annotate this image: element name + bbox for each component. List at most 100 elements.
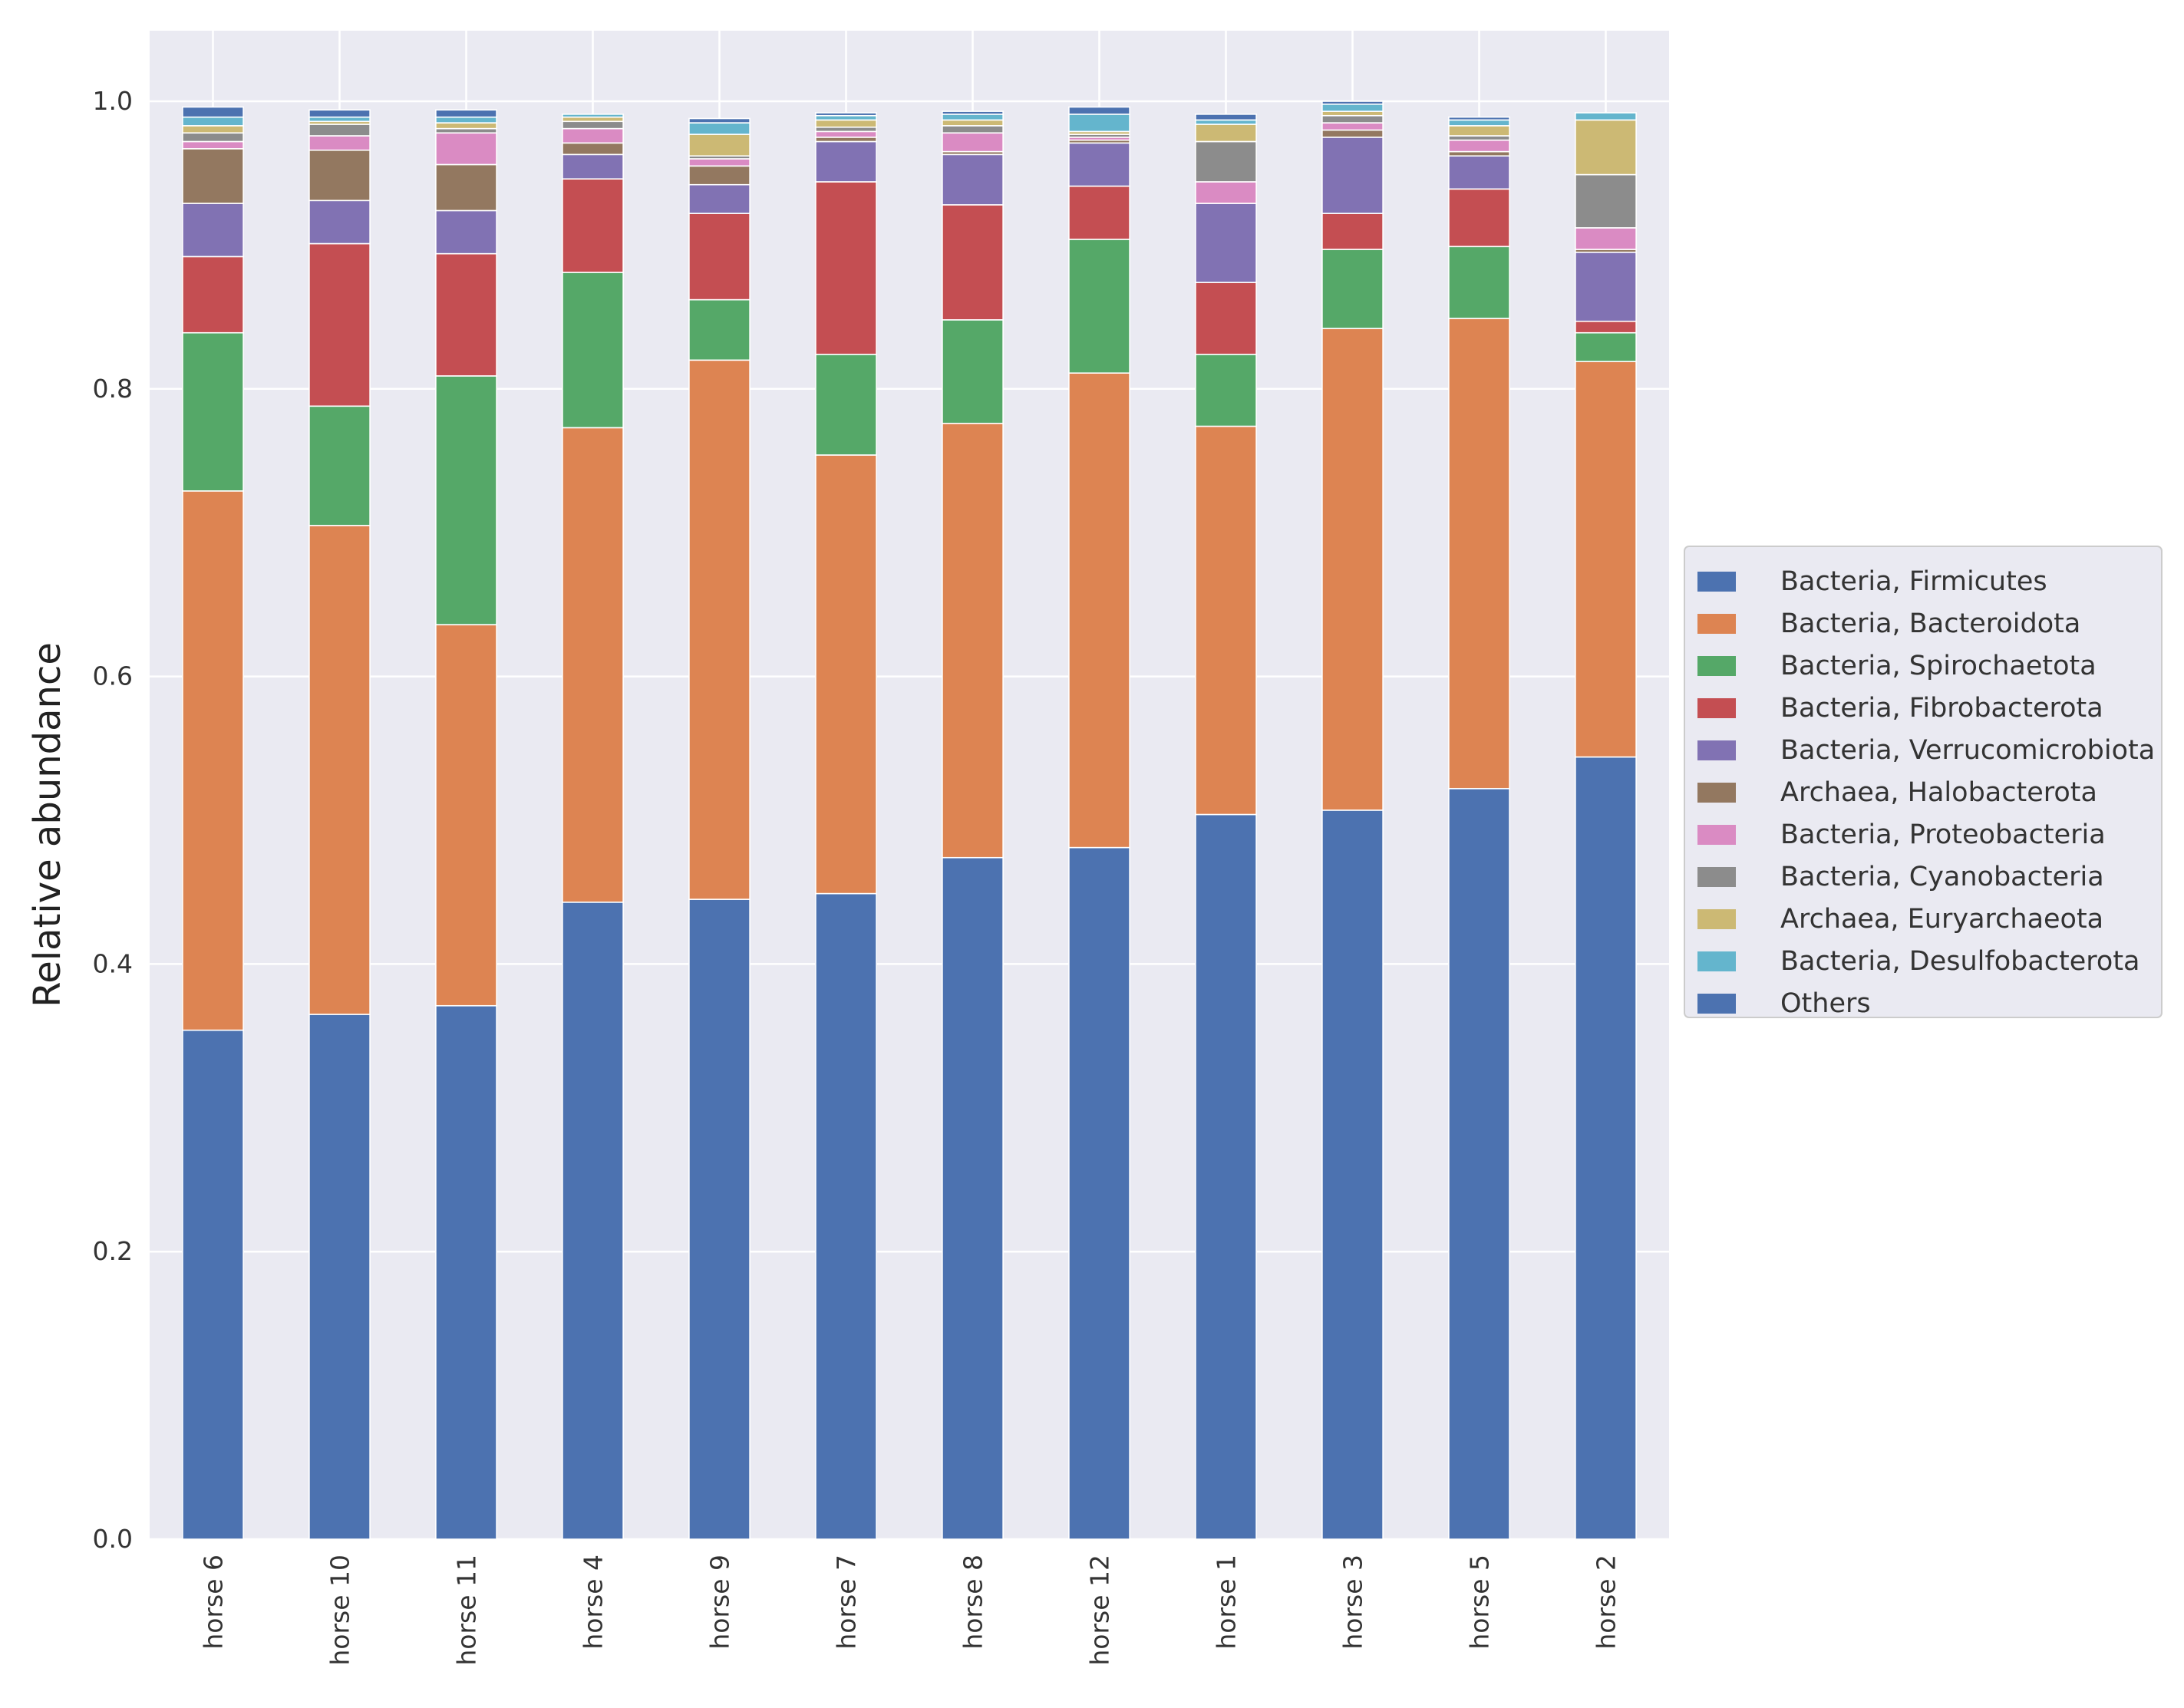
bar-segment xyxy=(815,137,877,143)
x-tick-label: horse 6 xyxy=(199,1555,229,1650)
bar-segment xyxy=(308,109,371,118)
legend-entry: Archaea, Halobacterota xyxy=(1780,777,2097,808)
bar-segment xyxy=(435,209,497,255)
bar-segment xyxy=(562,114,624,118)
bar-segment xyxy=(1068,142,1130,187)
y-axis: 0.0 0.2 0.4 0.6 0.8 1.0 xyxy=(93,86,133,1554)
bar-segment xyxy=(1195,425,1257,816)
bar-segment xyxy=(182,140,244,150)
bar-segment xyxy=(435,116,497,124)
bar-segment xyxy=(1321,137,1384,214)
legend-swatch xyxy=(1697,909,1736,929)
x-axis: horse 6 horse 10 horse 11 horse 4 horse 9 hor… xyxy=(199,1555,1622,1666)
bar-segment xyxy=(1575,361,1637,758)
y-tick-label: 1.0 xyxy=(93,86,133,116)
legend-entry: Bacteria, Fibrobacterota xyxy=(1780,693,2103,724)
bar-segment xyxy=(1195,203,1257,283)
bar-segment xyxy=(562,902,624,1540)
legend-swatch xyxy=(1697,614,1736,634)
bar-segment xyxy=(942,319,1004,424)
bar-segment xyxy=(815,354,877,456)
bar-segment xyxy=(942,125,1004,134)
bar-segment xyxy=(1448,116,1510,121)
bar-segment xyxy=(1321,101,1384,105)
bar-segment xyxy=(1195,140,1257,183)
bar-segment xyxy=(562,427,624,903)
bar-segment xyxy=(1448,188,1510,248)
x-tick-label: horse 2 xyxy=(1592,1555,1622,1650)
bar-segment xyxy=(1321,122,1384,131)
legend-swatch xyxy=(1697,994,1736,1014)
bar-segment xyxy=(182,125,244,134)
bar-segment xyxy=(308,149,371,202)
bar-segment xyxy=(1448,318,1510,790)
bar-segment xyxy=(1321,328,1384,811)
legend-entry: Bacteria, Cyanobacteria xyxy=(1780,862,2104,892)
bar-segment xyxy=(688,183,751,214)
bar-segment xyxy=(562,116,624,123)
bar-segment xyxy=(1575,756,1637,1540)
bar-segment xyxy=(1448,246,1510,319)
y-tick-label: 0.4 xyxy=(93,948,133,978)
bar-segment xyxy=(688,122,751,135)
bar-segment xyxy=(1575,227,1637,250)
bar-segment xyxy=(308,124,371,137)
bar-segment xyxy=(1575,112,1637,121)
legend-swatch xyxy=(1697,867,1736,887)
bar-segment xyxy=(308,135,371,151)
y-tick-label: 0.6 xyxy=(93,661,133,691)
legend-entry: Bacteria, Bacteroidota xyxy=(1780,608,2080,639)
x-tick-label: horse 9 xyxy=(705,1555,735,1650)
bar-segment xyxy=(435,624,497,1007)
bar-segment xyxy=(688,158,751,167)
bar-segment xyxy=(1321,809,1384,1540)
bar-segment xyxy=(1448,787,1510,1540)
bar-segment xyxy=(435,1004,497,1540)
bar-segment xyxy=(562,120,624,130)
bar-segment xyxy=(182,490,244,1031)
bar-segment xyxy=(1068,114,1130,133)
bar-segment xyxy=(942,422,1004,859)
legend-swatch xyxy=(1697,951,1736,971)
bar-segment xyxy=(815,130,877,138)
bar-segment xyxy=(435,163,497,212)
y-tick-label: 0.0 xyxy=(93,1524,133,1554)
bar-segment xyxy=(182,132,244,143)
bar-segment xyxy=(1575,173,1637,229)
bar-segment xyxy=(435,375,497,625)
bar-segment xyxy=(182,331,244,492)
legend-swatch xyxy=(1697,783,1736,803)
bar-segment xyxy=(688,117,751,124)
bar-segment xyxy=(1068,372,1130,849)
bar-segment xyxy=(942,153,1004,206)
x-tick-label: horse 10 xyxy=(325,1555,355,1666)
legend-entry: Bacteria, Firmicutes xyxy=(1780,566,2047,597)
bar-segment xyxy=(815,112,877,117)
bar-segment xyxy=(942,110,1004,115)
x-tick-label: horse 8 xyxy=(958,1555,988,1650)
legend-entry: Archaea, Euryarchaeota xyxy=(1780,904,2103,935)
bar-segment xyxy=(182,1029,244,1540)
legend-entry: Bacteria, Spirochaetota xyxy=(1780,651,2097,681)
bar-segment xyxy=(562,153,624,180)
plot-background xyxy=(150,31,1669,1539)
legend-swatch xyxy=(1697,572,1736,592)
bar-segment xyxy=(1448,119,1510,127)
bar-segment xyxy=(815,114,877,121)
legend: Bacteria, Firmicutes Bacteria, Bacteroido… xyxy=(1684,546,2163,1019)
bar-segment xyxy=(688,359,751,900)
x-tick-label: horse 7 xyxy=(832,1555,862,1650)
bar-segment xyxy=(942,856,1004,1540)
bar-segment xyxy=(435,109,497,118)
y-axis-label: Relative abundance xyxy=(26,642,69,1007)
bar-segment xyxy=(308,1014,371,1540)
bar-segment xyxy=(1448,139,1510,153)
bar-segment xyxy=(688,165,751,186)
bar-segment xyxy=(182,256,244,334)
bar-segment xyxy=(1195,119,1257,125)
x-tick-label: horse 5 xyxy=(1465,1555,1495,1650)
bar-segment xyxy=(1321,249,1384,329)
bar-segment xyxy=(815,140,877,183)
x-tick-label: horse 3 xyxy=(1338,1555,1368,1650)
